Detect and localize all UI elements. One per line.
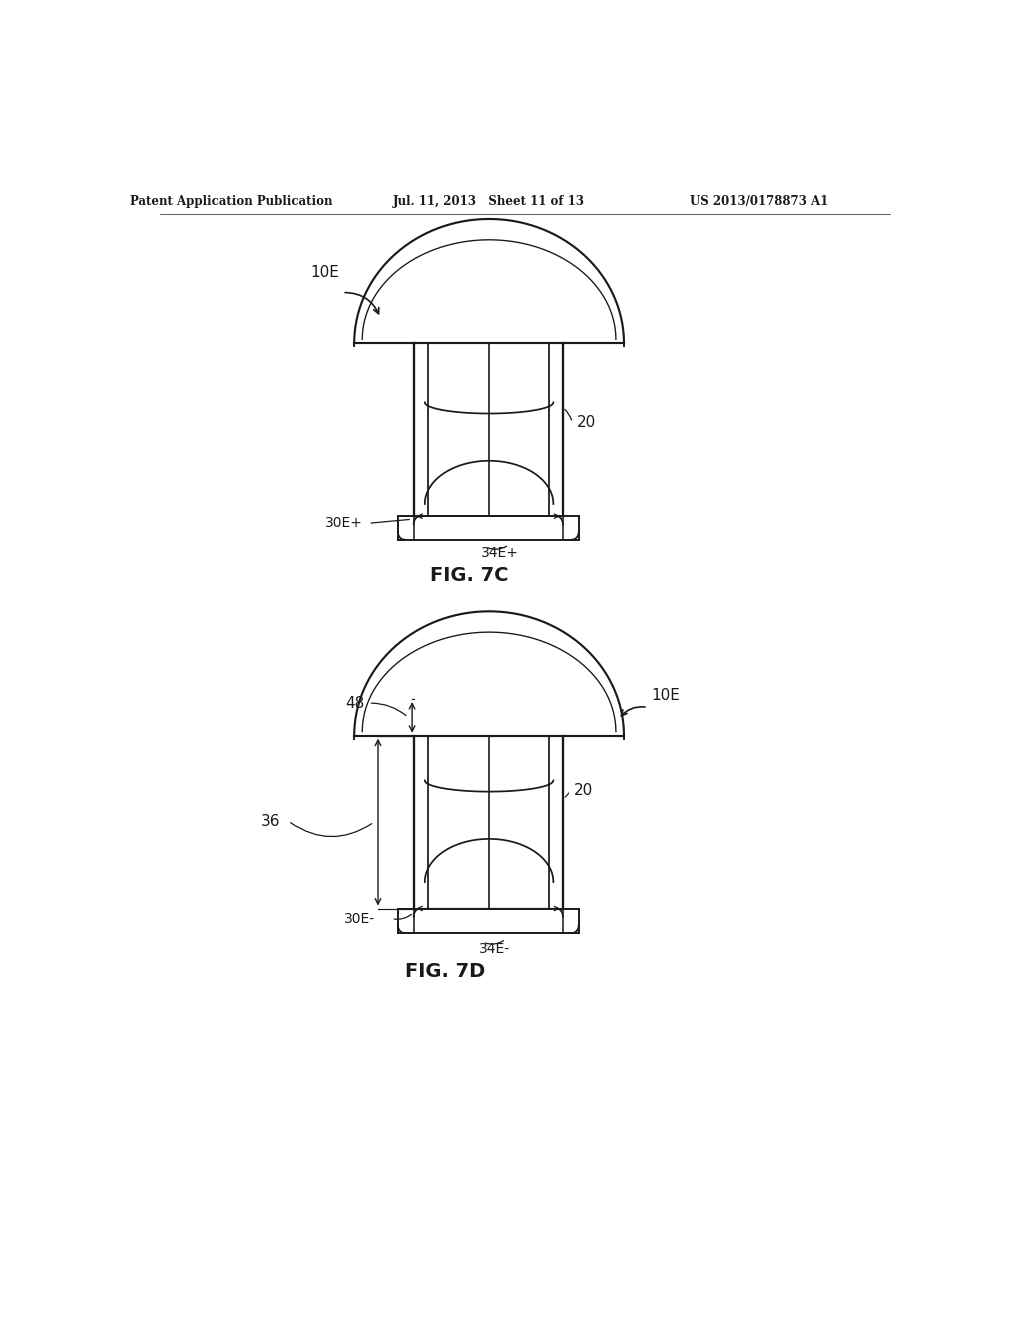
Text: 10E: 10E — [310, 265, 339, 280]
Text: FIG. 7C: FIG. 7C — [430, 566, 509, 585]
Text: 34E-: 34E- — [479, 942, 510, 956]
Text: 20: 20 — [574, 783, 593, 799]
Text: 10E: 10E — [652, 688, 681, 702]
Text: 36: 36 — [261, 813, 281, 829]
Text: US 2013/0178873 A1: US 2013/0178873 A1 — [690, 194, 828, 207]
Text: Jul. 11, 2013   Sheet 11 of 13: Jul. 11, 2013 Sheet 11 of 13 — [393, 194, 585, 207]
Text: 34E+: 34E+ — [481, 545, 519, 560]
Text: 48: 48 — [345, 696, 365, 710]
Text: Patent Application Publication: Patent Application Publication — [130, 194, 333, 207]
Text: 30E+: 30E+ — [325, 516, 362, 531]
Text: 20: 20 — [577, 416, 596, 430]
Text: FIG. 7D: FIG. 7D — [406, 962, 485, 981]
Text: 30E-: 30E- — [344, 912, 375, 925]
